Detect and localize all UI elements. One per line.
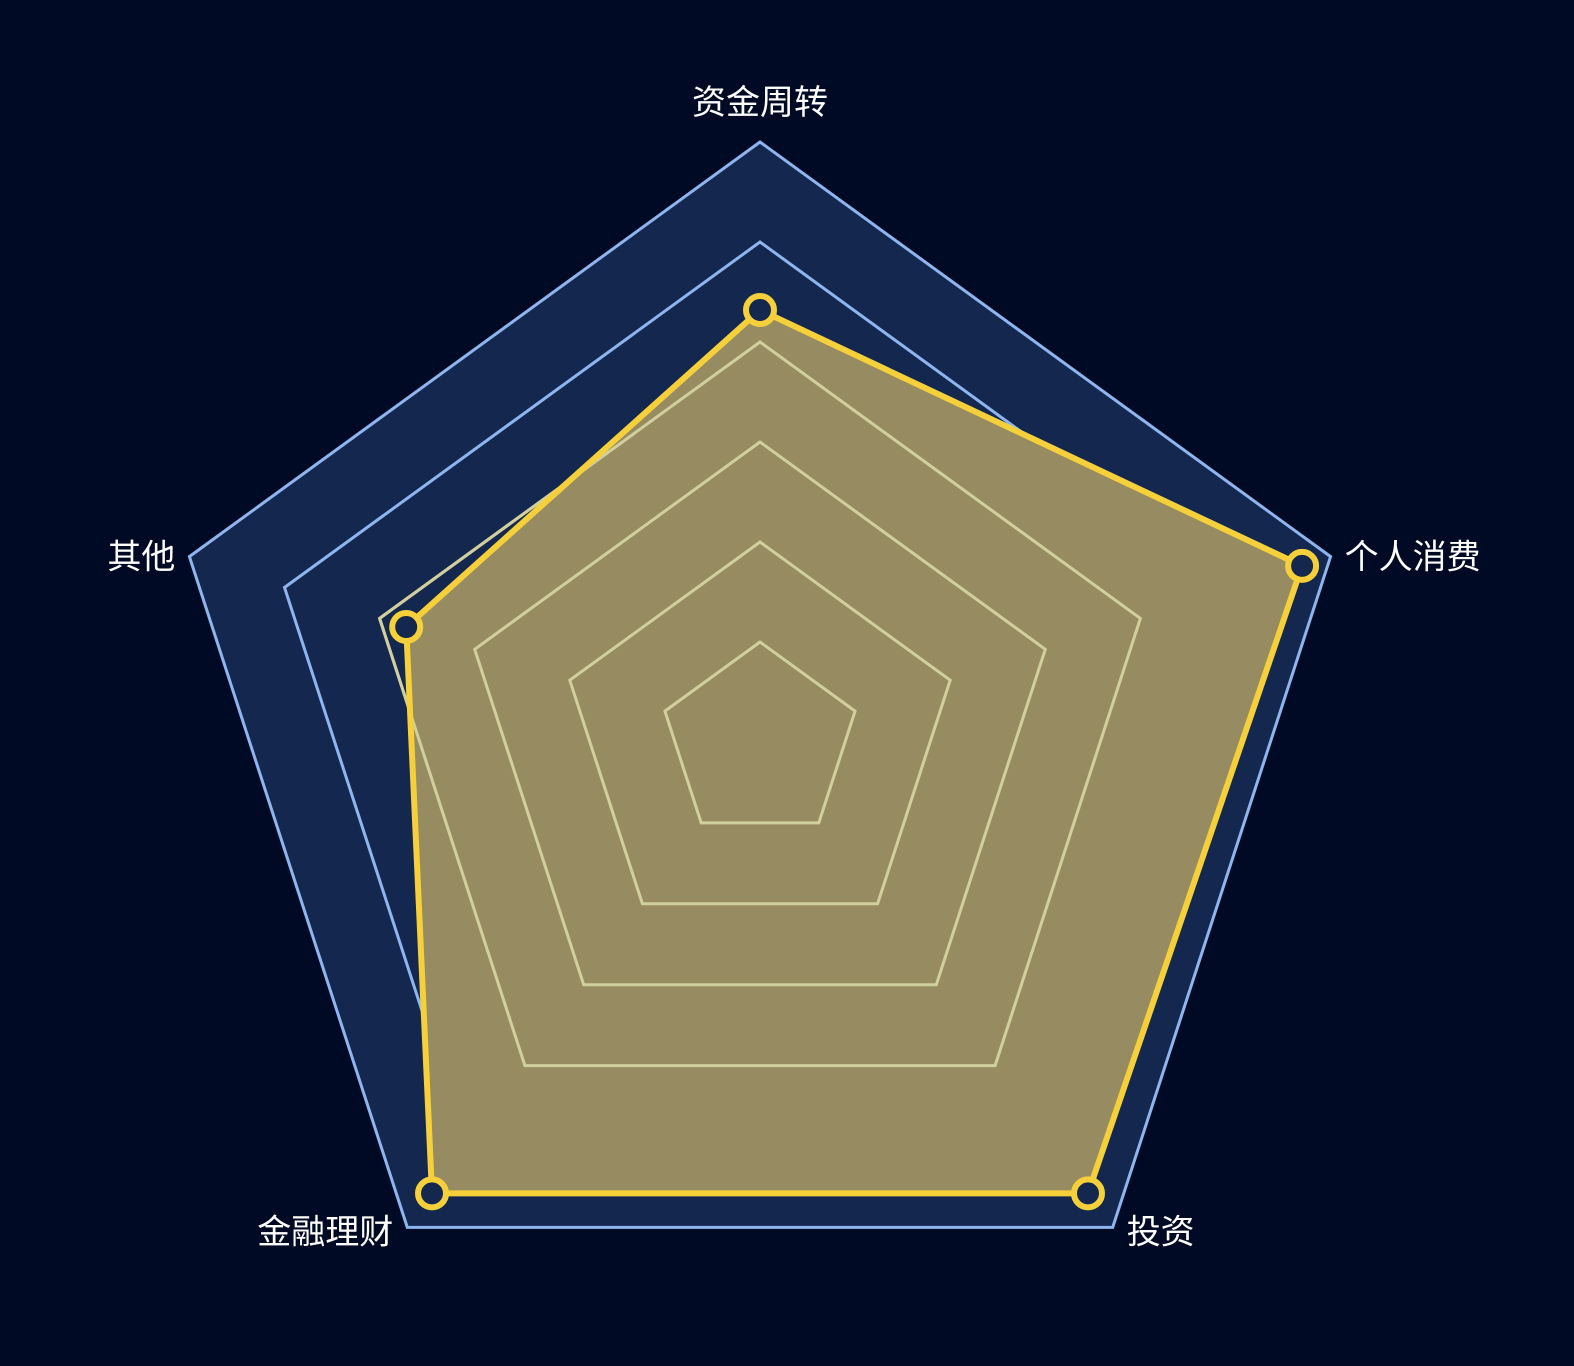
radar-point-3[interactable]	[1074, 1179, 1102, 1207]
axis-label-2: 个人消费	[1345, 538, 1481, 578]
radar-point-5[interactable]	[392, 613, 420, 641]
axis-label-5: 其他	[107, 538, 175, 578]
axis-label-4: 金融理财	[257, 1212, 393, 1252]
axis-label-3: 投资	[1127, 1212, 1195, 1252]
axis-label-1: 资金周转	[692, 83, 828, 123]
radar-point-2[interactable]	[1288, 552, 1316, 580]
radar-point-4[interactable]	[418, 1179, 446, 1207]
radar-point-1[interactable]	[746, 296, 774, 324]
